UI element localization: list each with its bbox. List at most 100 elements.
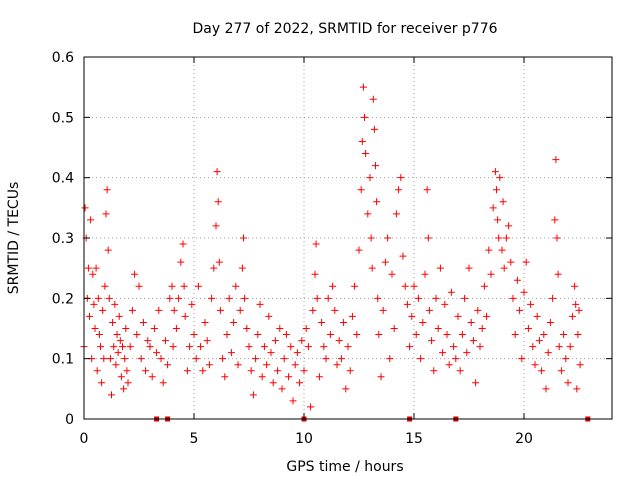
data-point — [197, 343, 205, 351]
data-point — [188, 300, 196, 308]
data-point — [522, 258, 530, 266]
data-point — [241, 294, 249, 302]
x-tick-label: 20 — [515, 431, 533, 447]
data-point — [109, 318, 117, 326]
data-point — [406, 343, 414, 351]
data-point — [296, 379, 304, 387]
data-point — [120, 385, 128, 393]
x-tick-label: 5 — [190, 431, 199, 447]
data-point — [403, 300, 411, 308]
data-point — [133, 331, 141, 339]
data-point — [91, 325, 99, 332]
data-point — [496, 174, 504, 182]
data-point — [518, 355, 526, 363]
data-point — [516, 306, 524, 314]
data-point — [520, 288, 528, 296]
data-point — [92, 264, 100, 272]
data-point — [467, 318, 475, 326]
data-point — [219, 355, 227, 363]
x-tick-labels: 0 5 10 15 20 — [80, 431, 533, 447]
data-point — [318, 318, 326, 326]
data-point — [511, 331, 519, 339]
data-point — [369, 95, 377, 103]
data-point — [117, 373, 125, 381]
data-point — [144, 337, 152, 345]
data-point — [551, 216, 559, 224]
data-point — [269, 379, 277, 387]
data-point — [554, 270, 562, 278]
data-point — [386, 355, 394, 363]
data-point — [169, 343, 177, 351]
data-point — [221, 373, 229, 381]
data-point — [258, 373, 266, 381]
data-point — [123, 367, 131, 375]
data-point — [131, 270, 139, 278]
data-point — [573, 385, 581, 393]
data-point — [313, 294, 321, 302]
data-point — [111, 300, 119, 308]
data-point — [300, 367, 308, 375]
data-point — [555, 343, 563, 351]
y-tick-label: 0.5 — [52, 110, 74, 126]
data-point — [116, 337, 124, 345]
data-point — [552, 156, 560, 164]
data-point — [280, 355, 288, 363]
axis-ticks — [83, 56, 612, 420]
data-point — [447, 288, 455, 296]
data-point — [384, 234, 392, 242]
data-point — [291, 361, 299, 369]
data-point — [358, 137, 366, 145]
data-point — [574, 331, 582, 339]
y-tick-label: 0.3 — [52, 231, 74, 247]
data-point — [374, 294, 382, 302]
data-point — [180, 282, 188, 290]
data-point — [210, 264, 218, 272]
data-point — [571, 282, 579, 290]
data-point — [274, 367, 282, 375]
data-point — [372, 162, 379, 170]
data-point — [223, 331, 231, 339]
data-point — [225, 294, 233, 302]
data-point — [190, 331, 198, 339]
data-point — [267, 349, 275, 357]
data-point — [364, 210, 372, 218]
data-point — [445, 361, 453, 369]
data-point — [359, 83, 367, 91]
data-point — [172, 325, 180, 332]
data-point — [335, 337, 343, 345]
x-axis-label: GPS time / hours — [286, 459, 403, 475]
data-point — [366, 174, 374, 182]
data-point — [192, 355, 200, 363]
data-point — [113, 331, 121, 339]
data-point — [81, 204, 89, 212]
chart-title: Day 277 of 2022, SRMTID for receiver p77… — [192, 21, 497, 37]
data-point — [227, 349, 235, 357]
y-tick-label: 0.2 — [52, 291, 74, 307]
data-point — [408, 312, 416, 320]
data-point — [304, 343, 312, 351]
data-point — [150, 325, 158, 332]
data-point — [392, 210, 400, 218]
data-point — [213, 168, 221, 176]
data-point — [529, 343, 537, 351]
data-point — [351, 282, 359, 290]
data-point — [142, 367, 150, 375]
data-point — [472, 379, 480, 387]
data-point — [122, 325, 130, 332]
data-point — [157, 355, 165, 363]
data-point — [245, 343, 253, 351]
data-point — [362, 150, 370, 158]
data-point — [463, 349, 471, 357]
data-point — [564, 379, 572, 387]
data-point — [99, 306, 107, 314]
data-point — [419, 318, 427, 326]
data-point — [485, 246, 493, 254]
data-points — [80, 83, 584, 411]
data-point — [428, 337, 436, 345]
data-point — [95, 331, 103, 339]
data-point — [388, 270, 396, 278]
data-point — [203, 337, 211, 345]
data-point — [252, 355, 260, 363]
data-point — [326, 331, 334, 339]
data-point — [216, 306, 224, 314]
